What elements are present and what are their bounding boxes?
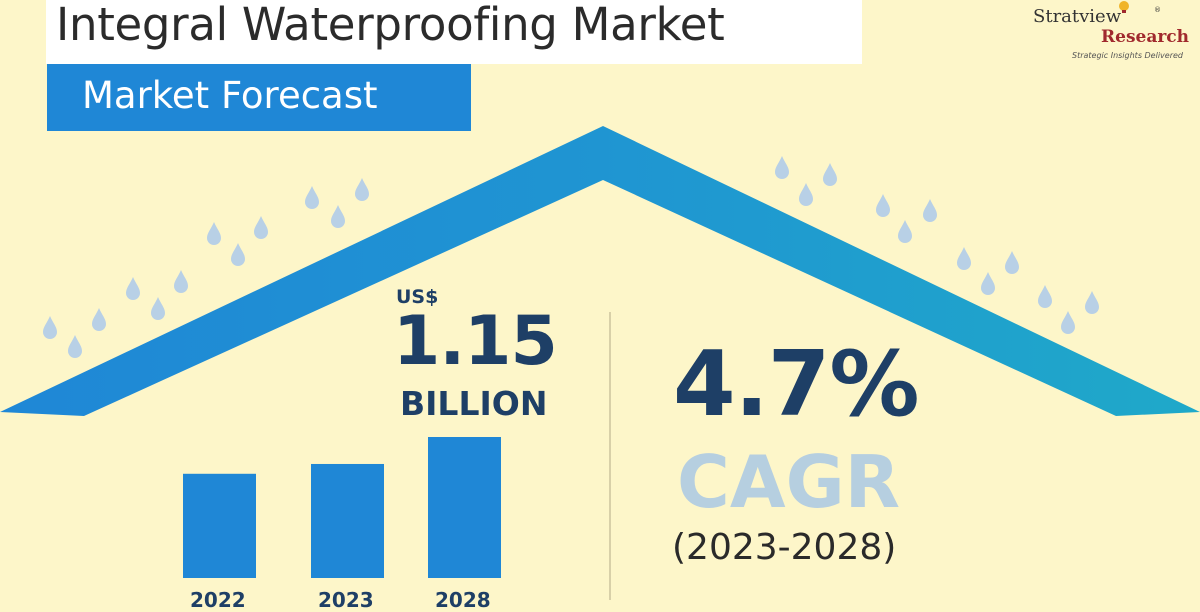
raindrop-icon — [254, 216, 268, 239]
raindrop-icon — [331, 205, 345, 228]
raindrop-icon — [174, 270, 188, 293]
subtitle-bar — [47, 64, 471, 131]
raindrop-icon — [775, 156, 789, 179]
raindrop-icon — [126, 277, 140, 300]
raindrop-icon — [981, 272, 995, 295]
page-title: Integral Waterproofing Market — [56, 0, 725, 51]
bar-2023 — [311, 463, 384, 578]
lightbulb-icon — [1119, 1, 1129, 13]
page-subtitle: Market Forecast — [82, 74, 378, 117]
raindrops — [43, 156, 1099, 358]
raindrop-icon — [207, 222, 221, 245]
bar-label-2022: 2022 — [190, 588, 246, 612]
raindrop-icon — [876, 194, 890, 217]
raindrop-icon — [68, 335, 82, 358]
raindrop-icon — [151, 297, 165, 320]
raindrop-icon — [231, 243, 245, 266]
logo-name-research: Research — [1101, 27, 1190, 47]
bar-label-2023: 2023 — [318, 588, 374, 612]
logo-tagline: Strategic Insights Delivered — [1072, 51, 1183, 60]
bar-chart — [183, 437, 501, 578]
raindrop-icon — [305, 186, 319, 209]
raindrop-icon — [1085, 291, 1099, 314]
logo-registered-mark: ® — [1154, 6, 1161, 14]
currency-label: US$ — [396, 286, 439, 308]
cagr-period: (2023-2028) — [672, 527, 897, 568]
raindrop-icon — [43, 316, 57, 339]
bar-label-2028: 2028 — [435, 588, 491, 612]
cagr-value: 4.7% — [673, 332, 920, 437]
bar-2028 — [428, 437, 501, 578]
raindrop-icon — [1005, 251, 1019, 274]
raindrop-icon — [923, 199, 937, 222]
roof-shape — [0, 126, 1200, 416]
raindrop-icon — [355, 178, 369, 201]
cagr-label: CAGR — [677, 440, 901, 524]
raindrop-icon — [1038, 285, 1052, 308]
company-logo: Stratview ® Research Strategic Insights … — [1030, 0, 1200, 70]
title-box — [46, 0, 862, 64]
logo-name: Stratview — [1033, 6, 1122, 27]
market-size-unit: BILLION — [400, 384, 548, 423]
raindrop-icon — [799, 183, 813, 206]
bar-2022 — [183, 473, 256, 578]
divider — [609, 312, 611, 600]
raindrop-icon — [92, 308, 106, 331]
raindrop-icon — [823, 163, 837, 186]
raindrop-icon — [1061, 311, 1075, 334]
raindrop-icon — [898, 220, 912, 243]
raindrop-icon — [957, 247, 971, 270]
market-size-value: 1.15 — [393, 302, 558, 381]
